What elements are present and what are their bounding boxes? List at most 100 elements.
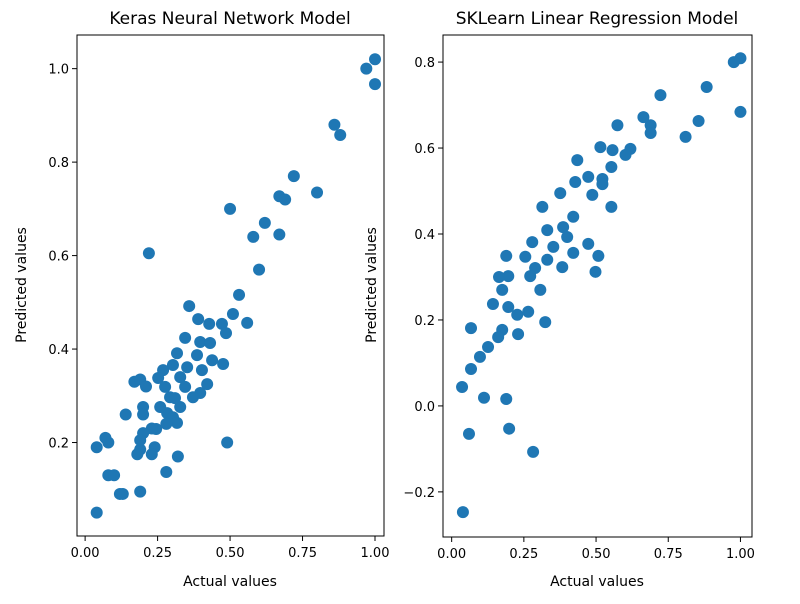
data-point	[502, 270, 515, 283]
x-tick-label: 0.25	[143, 546, 172, 561]
data-point	[561, 231, 574, 244]
data-point	[589, 265, 602, 278]
keras-subplot: Keras Neural Network Model Actual values…	[14, 9, 389, 590]
data-point	[700, 81, 713, 94]
data-point	[503, 422, 516, 435]
data-point	[527, 445, 540, 458]
data-point	[592, 249, 605, 262]
data-point	[273, 228, 286, 241]
data-point	[586, 188, 599, 201]
data-point	[134, 434, 147, 447]
y-tick-label: −0.2	[403, 486, 435, 501]
data-point	[554, 187, 567, 200]
data-point	[179, 331, 192, 344]
data-point	[605, 200, 618, 213]
data-point	[171, 416, 184, 429]
data-point	[486, 298, 499, 311]
data-point	[606, 144, 619, 157]
data-point	[500, 393, 513, 406]
data-point	[217, 358, 230, 371]
data-point	[174, 401, 187, 414]
data-point	[679, 130, 692, 143]
data-point	[224, 202, 237, 215]
data-point	[539, 316, 552, 329]
data-point	[526, 236, 539, 249]
data-point	[556, 261, 569, 274]
data-point	[168, 392, 181, 405]
data-point	[465, 322, 478, 335]
data-point	[166, 358, 179, 371]
data-point	[181, 361, 194, 374]
data-point	[145, 448, 158, 461]
data-point	[215, 317, 228, 330]
data-point	[134, 485, 147, 498]
data-point	[557, 221, 570, 234]
data-point	[637, 111, 650, 124]
y-tick-label: 0.2	[48, 437, 69, 452]
subplot-title: SKLearn Linear Regression Model	[456, 9, 739, 29]
data-point	[108, 469, 121, 482]
data-point	[456, 381, 469, 394]
x-tick-label: 0.75	[654, 547, 683, 562]
y-axis-label: Predicted values	[14, 227, 30, 343]
data-point	[465, 362, 478, 375]
y-tick-label: 0.2	[414, 314, 435, 329]
data-point	[279, 193, 292, 206]
data-point	[152, 372, 165, 385]
data-point	[536, 200, 549, 213]
data-point	[478, 391, 491, 404]
axes-frame	[76, 34, 385, 537]
data-point	[160, 417, 173, 430]
data-point	[258, 216, 271, 229]
data-point	[611, 119, 624, 132]
x-tick-label: 0.50	[582, 547, 611, 562]
data-point	[473, 350, 486, 363]
data-point	[500, 249, 513, 262]
data-point	[191, 349, 204, 362]
data-point	[369, 53, 382, 66]
data-point	[594, 141, 607, 154]
x-tick-label: 0.00	[71, 546, 100, 561]
data-point	[541, 224, 554, 237]
data-point	[534, 283, 547, 296]
data-point	[328, 118, 341, 131]
y-tick-label: 0.6	[48, 250, 69, 265]
data-point	[547, 240, 560, 253]
data-point	[160, 465, 173, 478]
data-point	[206, 354, 219, 367]
y-tick-label: 0.6	[414, 142, 435, 157]
x-axis-label: Actual values	[550, 574, 644, 590]
data-point	[194, 336, 207, 349]
x-tick-label: 1.00	[726, 547, 755, 562]
data-point	[201, 378, 214, 391]
data-point	[511, 308, 524, 321]
data-point	[360, 62, 373, 75]
data-point	[131, 448, 144, 461]
data-point	[456, 506, 469, 519]
data-point	[174, 371, 187, 384]
y-tick-label: 0.8	[414, 56, 435, 71]
data-point	[287, 170, 300, 183]
data-point	[369, 78, 382, 91]
data-point	[311, 186, 324, 199]
x-tick-label: 1.00	[361, 546, 390, 561]
data-point	[204, 336, 217, 349]
y-axis-label: Predicted values	[364, 227, 380, 343]
axes-frame	[442, 34, 753, 538]
data-point	[654, 89, 667, 102]
data-point	[179, 380, 192, 393]
y-tick-label: 1.0	[48, 63, 69, 78]
data-point	[524, 270, 537, 283]
data-point	[571, 154, 584, 167]
data-point	[90, 506, 103, 519]
data-point	[502, 301, 515, 314]
data-point	[512, 328, 525, 341]
data-point	[569, 175, 582, 188]
data-point	[142, 247, 155, 260]
x-tick-label: 0.75	[288, 546, 317, 561]
data-point	[247, 230, 260, 243]
x-tick-label: 0.00	[437, 547, 466, 562]
y-tick-label: 0.4	[48, 343, 69, 358]
data-point	[567, 210, 580, 223]
